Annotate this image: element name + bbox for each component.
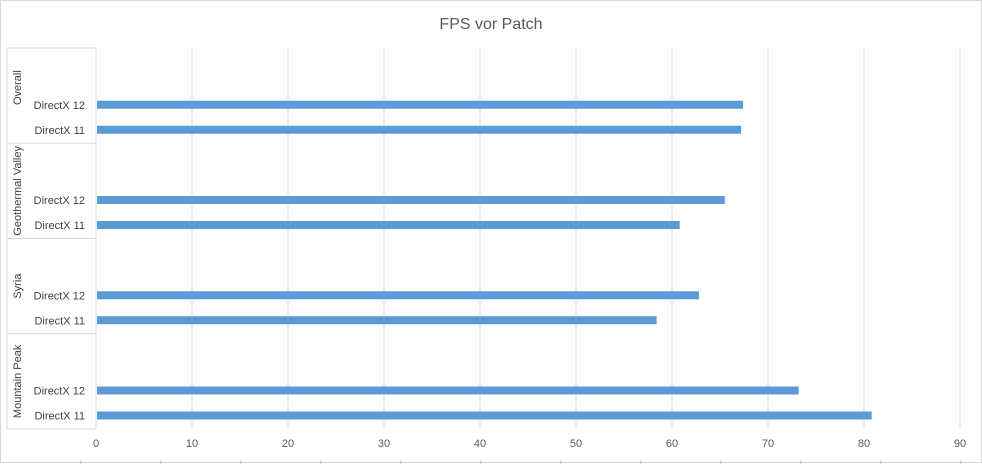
bar <box>97 221 680 229</box>
bar-layer <box>97 100 872 420</box>
bar-category-label: DirectX 12 <box>34 195 85 207</box>
bar-category-label: DirectX 12 <box>34 386 85 398</box>
bar <box>97 386 799 395</box>
bar <box>97 291 699 300</box>
bar-category-label: DirectX 11 <box>34 315 85 327</box>
label-layer: DirectX 12 DirectX 11 Overall DirectX 12 Dir… <box>12 70 85 422</box>
bar-category-label: DirectX 11 <box>34 125 85 137</box>
group-label: Geothermal Valley <box>12 146 24 236</box>
group-label: Mountain Peak <box>12 344 24 418</box>
bar <box>97 316 657 325</box>
bar-category-label: DirectX 12 <box>34 290 85 302</box>
bar-category-label: DirectX 12 <box>34 100 85 112</box>
axis-layer: 0 10 20 30 40 50 60 70 80 90 <box>6 47 966 464</box>
x-tick-label: 50 <box>570 438 582 450</box>
bar-category-label: DirectX 11 <box>34 411 85 423</box>
x-tick-label: 80 <box>858 438 870 450</box>
x-tick-label: 10 <box>186 438 198 450</box>
x-tick-label: 30 <box>378 438 390 450</box>
chart-title: FPS vor Patch <box>439 16 542 33</box>
bar <box>97 125 742 134</box>
x-tick-label: 60 <box>666 438 678 450</box>
bar <box>97 411 872 420</box>
x-tick-label: 20 <box>282 438 294 450</box>
group-label: Syria <box>12 273 24 299</box>
x-tick-label: 40 <box>474 438 486 450</box>
bar-category-label: DirectX 11 <box>34 220 85 232</box>
bar <box>97 196 725 204</box>
group-label: Overall <box>12 70 24 105</box>
x-tick-label: 70 <box>762 438 774 450</box>
bar <box>97 100 744 109</box>
x-tick-label: 0 <box>93 438 99 450</box>
x-tick-label: 90 <box>954 438 966 450</box>
grid-layer <box>95 48 961 429</box>
